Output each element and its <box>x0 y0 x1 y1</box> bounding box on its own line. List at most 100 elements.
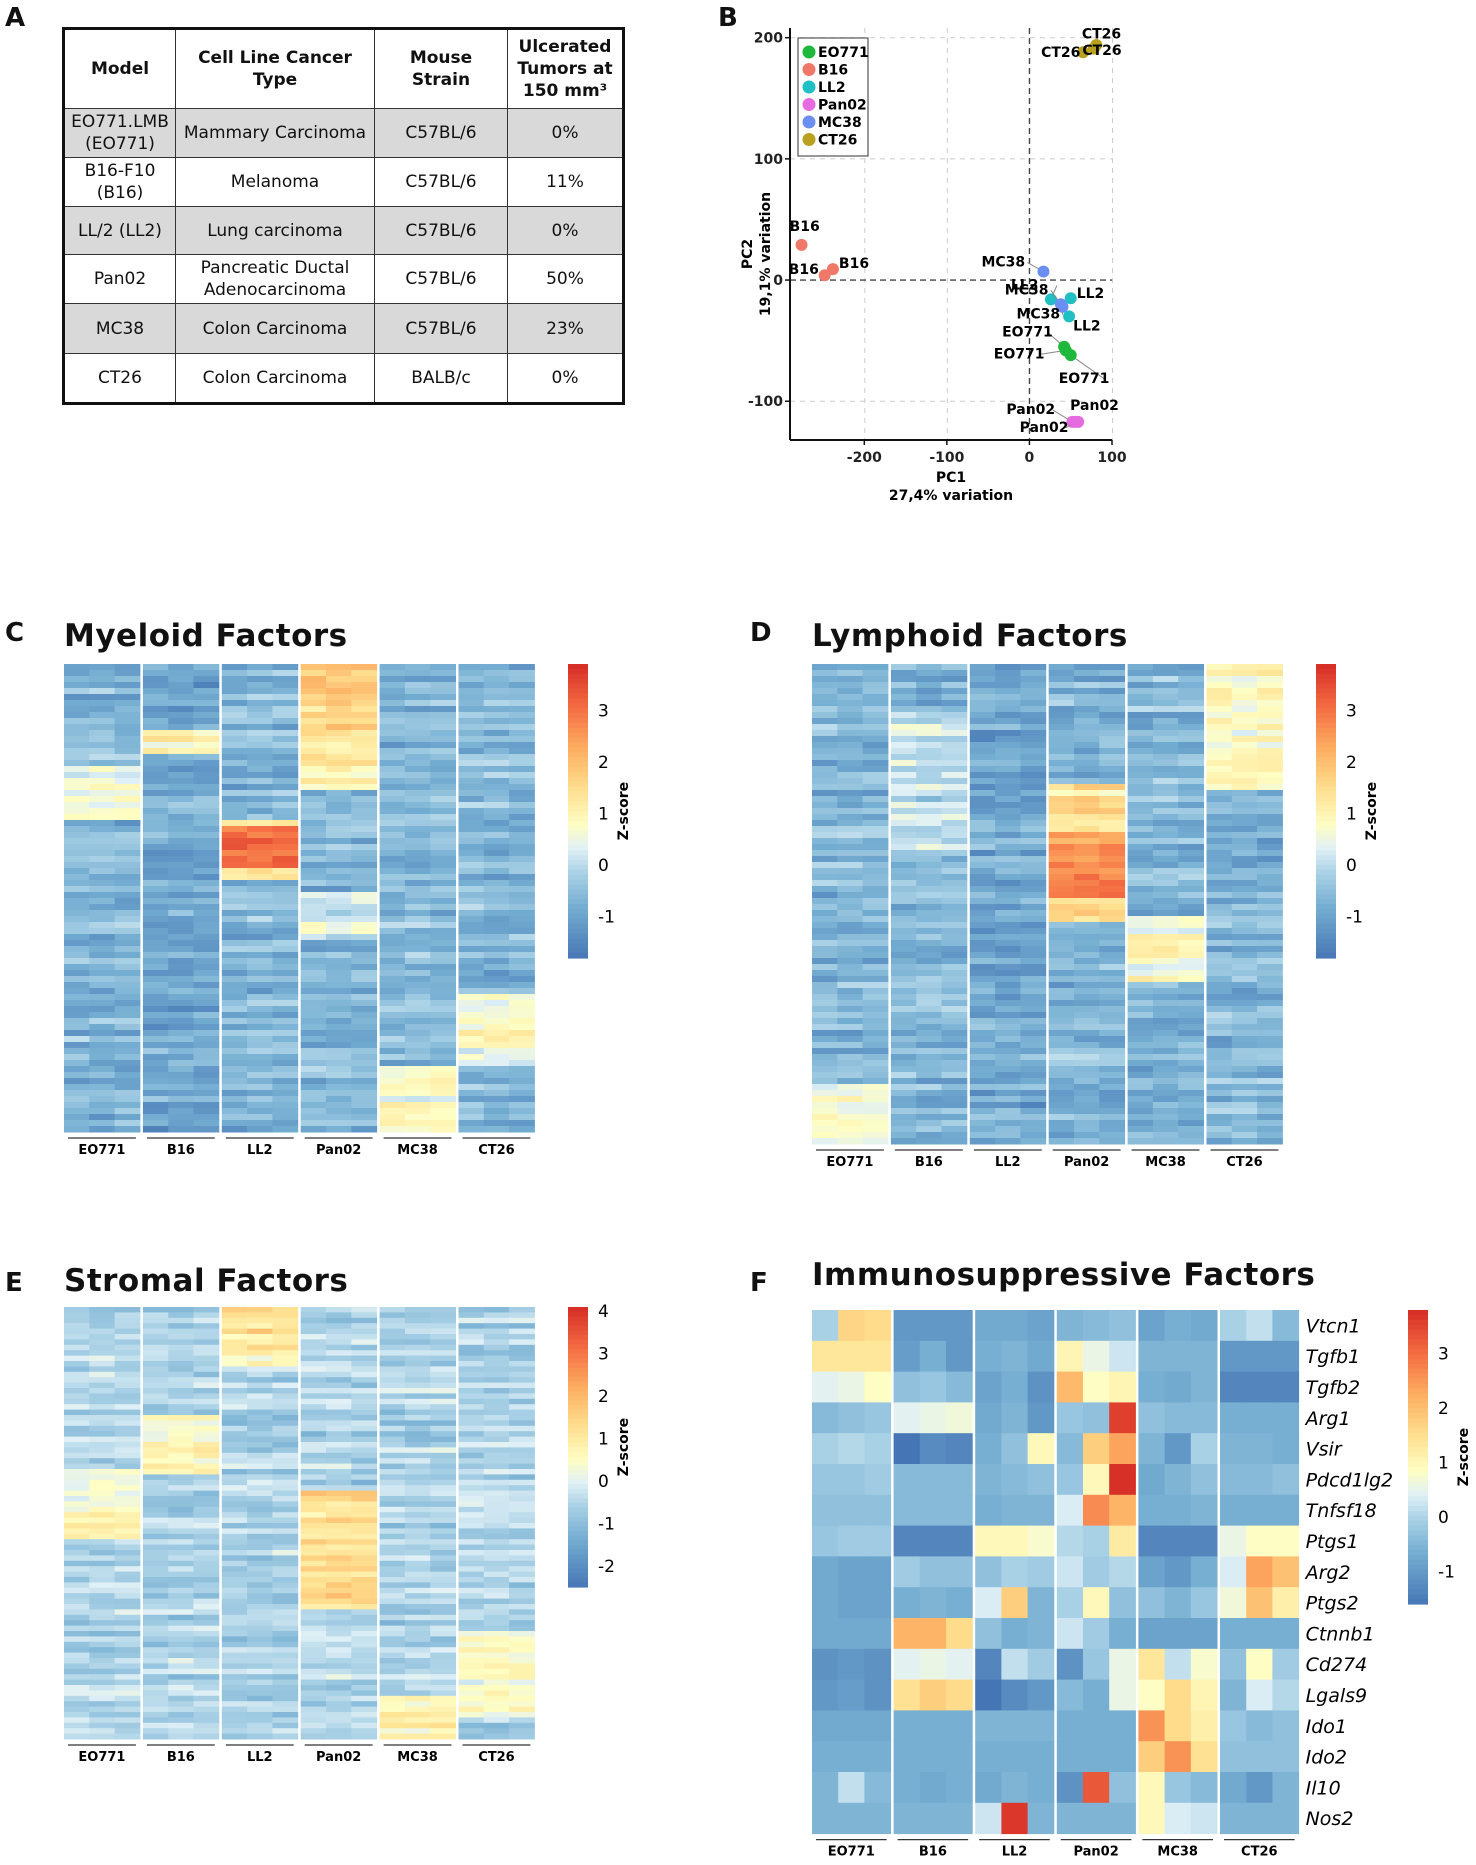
heatmap-cell <box>459 976 485 983</box>
heatmap-cell <box>891 1024 917 1031</box>
heatmap-cell <box>484 916 510 923</box>
heatmap-cell <box>89 730 115 737</box>
heatmap-cell <box>970 1120 996 1127</box>
heatmap-cell <box>942 784 968 791</box>
cell-model: EO771.LMB (EO771) <box>64 109 176 158</box>
cell-ulcerated: 0% <box>508 207 624 255</box>
heatmap-cell <box>194 874 220 881</box>
heatmap-cell <box>143 928 169 935</box>
heatmap-cell <box>459 1701 485 1707</box>
heatmap-cell <box>351 1334 377 1340</box>
heatmap-cell <box>459 1399 485 1405</box>
heatmap-cell <box>115 694 141 701</box>
heatmap-cell <box>168 1480 194 1486</box>
heatmap-cell <box>247 1102 273 1109</box>
heatmap-cell <box>863 976 889 983</box>
panel-label-e: E <box>5 1268 23 1298</box>
heatmap-cell <box>168 1318 194 1324</box>
heatmap-cell <box>89 676 115 683</box>
heatmap-cell <box>143 1734 169 1740</box>
heatmap-cell <box>1153 892 1179 899</box>
heatmap-cell <box>1257 760 1283 767</box>
heatmap-cell <box>64 784 90 791</box>
colorbar-segment <box>1316 718 1336 724</box>
heatmap-cell <box>168 1024 194 1031</box>
heatmap-cell <box>1099 874 1125 881</box>
heatmap-cell <box>509 1329 535 1335</box>
heatmap-cell <box>1074 820 1100 827</box>
heatmap-cell <box>194 802 220 809</box>
colorbar-segment <box>568 1391 588 1396</box>
heatmap-cell <box>380 988 406 995</box>
heatmap-cell <box>326 970 352 977</box>
heatmap-cell <box>1178 976 1204 983</box>
heatmap-cell <box>405 706 431 713</box>
heatmap-cell <box>194 1000 220 1007</box>
heatmap-cell <box>1074 832 1100 839</box>
heatmap-cell <box>89 1680 115 1686</box>
heatmap-cell <box>301 1323 327 1329</box>
heatmap-cell <box>1074 1126 1100 1133</box>
heatmap-cell <box>430 808 456 815</box>
heatmap-cell <box>1109 1433 1136 1464</box>
heatmap-cell <box>1020 784 1046 791</box>
heatmap-cell <box>247 1426 273 1432</box>
heatmap-cell <box>380 1469 406 1475</box>
heatmap-cell <box>459 1690 485 1696</box>
heatmap-cell <box>1220 1618 1247 1649</box>
heatmap-cell <box>1001 1372 1028 1403</box>
colorbar-segment <box>1316 816 1336 822</box>
heatmap-cell <box>1128 922 1154 929</box>
heatmap-cell <box>430 1048 456 1055</box>
heatmap-cell <box>168 1696 194 1702</box>
heatmap-cell <box>1083 1587 1110 1618</box>
heatmap-cell <box>143 1060 169 1067</box>
heatmap-cell <box>864 1402 891 1433</box>
heatmap-cell <box>351 802 377 809</box>
heatmap-cell <box>1020 730 1046 737</box>
heatmap-cell <box>64 1539 90 1545</box>
heatmap-cell <box>484 1631 510 1637</box>
heatmap-cell <box>326 694 352 701</box>
heatmap-cell <box>484 676 510 683</box>
colorbar-segment <box>568 1330 588 1335</box>
heatmap-cell <box>1257 784 1283 791</box>
heatmap-cell <box>194 820 220 827</box>
heatmap-cell <box>115 946 141 953</box>
heatmap-cell <box>301 1431 327 1437</box>
heatmap-cell <box>430 1345 456 1351</box>
heatmap-cell <box>301 1096 327 1103</box>
heatmap-cell <box>484 802 510 809</box>
colorbar-segment <box>1316 723 1336 729</box>
heatmap-cell <box>459 1491 485 1497</box>
heatmap-cell <box>430 1420 456 1426</box>
heatmap-cell <box>301 1620 327 1626</box>
heatmap-cell <box>301 760 327 767</box>
heatmap-cell <box>459 706 485 713</box>
heatmap-cell <box>222 1501 248 1507</box>
heatmap-cell <box>812 760 838 767</box>
heatmap-cell <box>459 1307 485 1313</box>
heatmap-cell <box>920 1649 947 1680</box>
heatmap-cell <box>64 1024 90 1031</box>
heatmap-cell <box>484 1000 510 1007</box>
heatmap-cell <box>1099 970 1125 977</box>
heatmap-cell <box>405 1072 431 1079</box>
heatmap-cell <box>351 1078 377 1085</box>
heatmap-cell <box>916 1102 942 1109</box>
heatmap-cell <box>1128 928 1154 935</box>
heatmap-cell <box>509 1000 535 1007</box>
heatmap-cell <box>194 1024 220 1031</box>
heatmap-cell <box>405 1006 431 1013</box>
heatmap-cell <box>115 844 141 851</box>
heatmap-cell <box>838 1526 865 1557</box>
heatmap-cell <box>115 1399 141 1405</box>
heatmap-cell <box>1074 790 1100 797</box>
heatmap-cell <box>89 1431 115 1437</box>
heatmap-cell <box>1057 1772 1084 1803</box>
heatmap-cell <box>301 934 327 941</box>
heatmap-cell <box>812 1114 838 1121</box>
heatmap-cell <box>301 1523 327 1529</box>
heatmap-cell <box>1232 856 1258 863</box>
heatmap-cell <box>837 1108 863 1115</box>
